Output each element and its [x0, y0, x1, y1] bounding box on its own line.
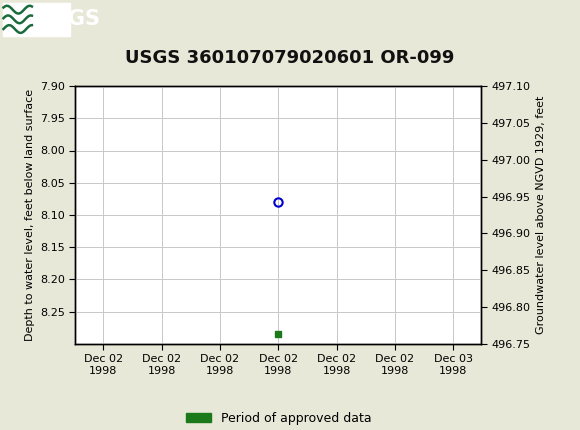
FancyBboxPatch shape	[3, 3, 70, 36]
Text: USGS: USGS	[36, 9, 100, 28]
Y-axis label: Depth to water level, feet below land surface: Depth to water level, feet below land su…	[24, 89, 35, 341]
Legend: Period of approved data: Period of approved data	[180, 407, 376, 430]
Y-axis label: Groundwater level above NGVD 1929, feet: Groundwater level above NGVD 1929, feet	[536, 96, 546, 334]
Text: USGS 360107079020601 OR-099: USGS 360107079020601 OR-099	[125, 49, 455, 67]
